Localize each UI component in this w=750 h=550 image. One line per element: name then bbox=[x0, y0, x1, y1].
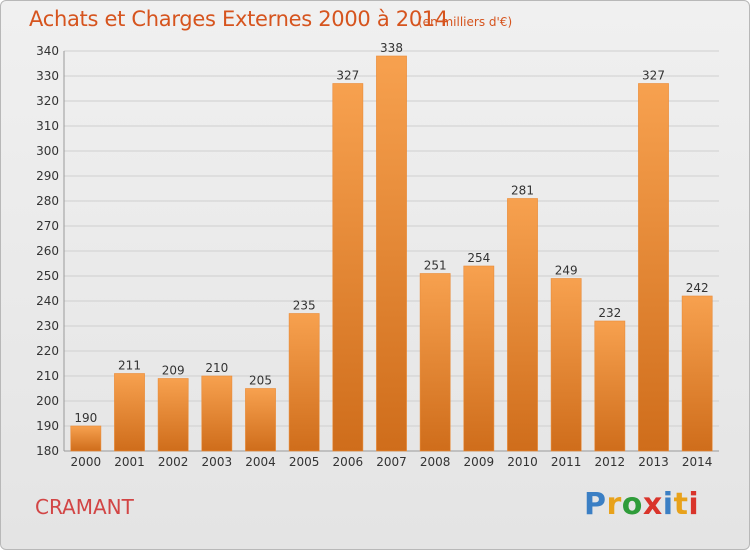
bar-2013 bbox=[638, 83, 669, 452]
bar-value-label: 327 bbox=[642, 69, 665, 83]
x-tick-label: 2006 bbox=[333, 455, 364, 469]
proxiti-logo[interactable]: Proxiti bbox=[584, 487, 699, 522]
y-tick-label: 180 bbox=[36, 444, 59, 458]
bar-value-label: 281 bbox=[511, 184, 534, 198]
bar-value-label: 210 bbox=[205, 361, 228, 375]
bar-2009 bbox=[463, 265, 495, 452]
x-tick-label: 2003 bbox=[202, 455, 233, 469]
bar-2007 bbox=[376, 55, 407, 452]
bar-value-label: 338 bbox=[380, 41, 403, 55]
bar-value-label: 190 bbox=[74, 411, 97, 425]
x-tick-label: 2008 bbox=[420, 455, 451, 469]
bar-value-label: 211 bbox=[118, 359, 141, 373]
bar-value-label: 209 bbox=[162, 364, 185, 378]
y-tick-label: 220 bbox=[36, 344, 59, 358]
bar-value-label: 249 bbox=[555, 264, 578, 278]
y-tick-label: 190 bbox=[36, 419, 59, 433]
y-tick-label: 320 bbox=[36, 94, 59, 108]
logo-letter: i bbox=[688, 487, 700, 522]
bar-value-label: 232 bbox=[598, 306, 621, 320]
chart-subtitle: (en milliers d'€) bbox=[418, 15, 513, 29]
bar-2000 bbox=[70, 425, 102, 452]
bar-value-label: 235 bbox=[293, 299, 316, 313]
logo-letter: i bbox=[662, 487, 674, 522]
y-tick-label: 280 bbox=[36, 194, 59, 208]
bar-2008 bbox=[419, 273, 451, 452]
x-axis-ticks: 2000 2001 2002 2003 2004 2005 2006 2007 2008 2009… bbox=[71, 455, 713, 469]
bar-2004 bbox=[245, 388, 276, 452]
y-tick-label: 330 bbox=[36, 69, 59, 83]
y-tick-label: 230 bbox=[36, 319, 59, 333]
y-axis-ticks: 180 190 200 210 220 230 240 250 260 270 280 290 300 3… bbox=[36, 44, 59, 458]
y-tick-label: 200 bbox=[36, 394, 59, 408]
bar-value-label: 242 bbox=[686, 281, 709, 295]
y-tick-label: 310 bbox=[36, 119, 59, 133]
x-tick-label: 2000 bbox=[71, 455, 102, 469]
y-tick-label: 260 bbox=[36, 244, 59, 258]
city-name: CRAMANT bbox=[35, 495, 134, 519]
logo-letter: P bbox=[584, 487, 607, 522]
bars: 190 211 209 210 205 235 327 338 251 254 281 249 232 3… bbox=[70, 41, 713, 452]
logo-letter: o bbox=[621, 487, 643, 522]
bar-2012 bbox=[594, 320, 626, 452]
x-tick-label: 2014 bbox=[682, 455, 713, 469]
bar-value-label: 251 bbox=[424, 259, 447, 273]
x-tick-label: 2012 bbox=[595, 455, 626, 469]
logo-letter: r bbox=[606, 487, 622, 522]
bar-value-label: 327 bbox=[336, 69, 359, 83]
x-tick-label: 2013 bbox=[638, 455, 669, 469]
x-tick-label: 2007 bbox=[376, 455, 407, 469]
x-tick-label: 2002 bbox=[158, 455, 189, 469]
y-tick-label: 250 bbox=[36, 269, 59, 283]
bar-value-label: 205 bbox=[249, 374, 272, 388]
x-tick-label: 2011 bbox=[551, 455, 582, 469]
x-tick-label: 2004 bbox=[245, 455, 276, 469]
bar-2011 bbox=[550, 278, 582, 452]
y-tick-label: 340 bbox=[36, 44, 59, 58]
y-tick-label: 210 bbox=[36, 369, 59, 383]
y-tick-label: 300 bbox=[36, 144, 59, 158]
bar-2014 bbox=[681, 295, 713, 452]
y-tick-label: 270 bbox=[36, 219, 59, 233]
x-tick-label: 2009 bbox=[464, 455, 495, 469]
x-tick-label: 2001 bbox=[114, 455, 145, 469]
y-tick-label: 240 bbox=[36, 294, 59, 308]
x-tick-label: 2005 bbox=[289, 455, 320, 469]
y-tick-label: 290 bbox=[36, 169, 59, 183]
bar-2006 bbox=[332, 83, 364, 452]
bar-2010 bbox=[507, 198, 538, 452]
bar-2005 bbox=[288, 313, 320, 452]
bar-2001 bbox=[114, 373, 145, 452]
chart-title: Achats et Charges Externes 2000 à 2014 bbox=[29, 7, 449, 31]
bar-value-label: 254 bbox=[467, 251, 490, 265]
bar-2003 bbox=[201, 375, 233, 452]
logo-letter: t bbox=[673, 487, 689, 522]
logo-letter: x bbox=[642, 487, 663, 522]
x-tick-label: 2010 bbox=[507, 455, 538, 469]
bar-2002 bbox=[157, 378, 189, 452]
